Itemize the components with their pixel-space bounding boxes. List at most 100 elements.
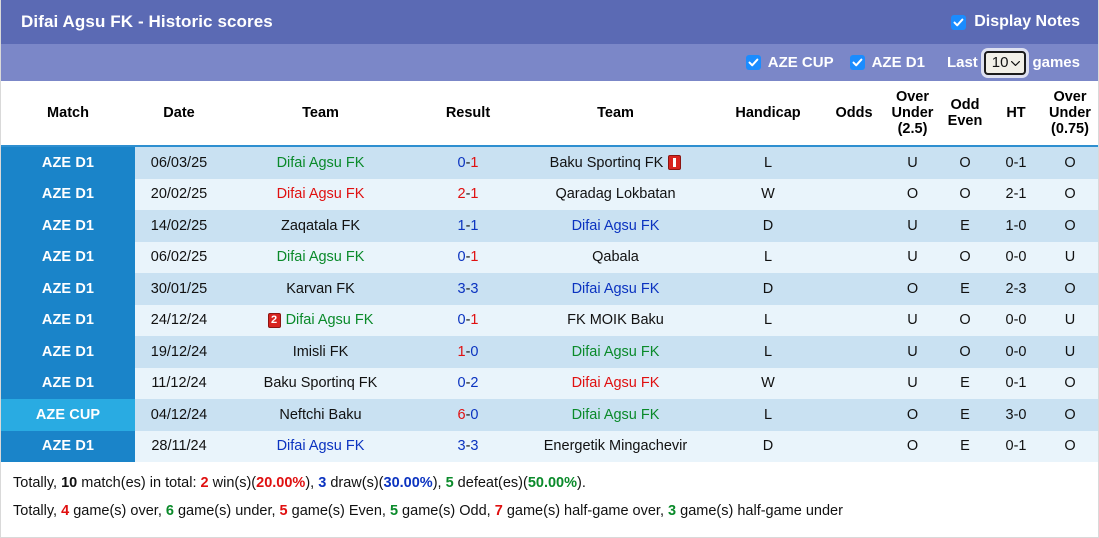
s2-t1: Totally, xyxy=(13,503,62,520)
cell-match[interactable]: AZE D1 xyxy=(1,241,135,273)
games-count-select[interactable]: 10 xyxy=(983,50,1027,75)
second-yellow-red-card-icon: 2 xyxy=(267,312,281,328)
cell-match[interactable]: AZE D1 xyxy=(1,304,135,336)
cell-team-home[interactable]: Difai Agsu FK xyxy=(223,241,418,273)
table-row[interactable]: AZE D1 20/02/25 Difai Agsu FK 2-1 Qaradag Lo… xyxy=(1,178,1098,210)
col-ht[interactable]: HT xyxy=(990,81,1042,147)
filter-aze-d1[interactable]: AZE D1 xyxy=(849,54,925,71)
aze-d1-checkbox[interactable] xyxy=(849,55,865,70)
cell-team-away[interactable]: Qabala xyxy=(518,241,713,273)
table-row[interactable]: AZE D1 06/03/25 Difai Agsu FK 0-1 Baku Sport… xyxy=(1,146,1098,179)
cell-date: 28/11/24 xyxy=(135,430,223,462)
last-games-control: Last 10 games xyxy=(946,50,1080,75)
cell-result[interactable]: 1-0 xyxy=(418,336,518,368)
cell-team-home[interactable]: Neftchi Baku xyxy=(223,399,418,431)
score-home: 0 xyxy=(457,312,466,329)
cell-date: 04/12/24 xyxy=(135,399,223,431)
panel-title-bar: Difai Agsu FK - Historic scores Display … xyxy=(1,0,1098,44)
s1-t2: match(es) in total: xyxy=(77,475,201,491)
cell-handicap: L xyxy=(713,304,823,336)
competition-badge: AZE D1 xyxy=(1,430,135,462)
cell-over-under-25: U xyxy=(885,146,940,179)
last-label: Last xyxy=(946,54,978,71)
table-row[interactable]: AZE D1 19/12/24 Imisli FK 1-0 Difai Agsu FK L… xyxy=(1,336,1098,368)
col-over-under-075[interactable]: Over Under (0.75) xyxy=(1042,81,1098,147)
cell-team-away[interactable]: Difai Agsu FK xyxy=(518,273,713,305)
home-team-name: Zaqatala FK xyxy=(281,217,360,234)
aze-cup-checkbox[interactable] xyxy=(745,55,761,70)
col-match[interactable]: Match xyxy=(1,81,135,147)
cell-team-away[interactable]: FK MOIK Baku xyxy=(518,304,713,336)
cell-result[interactable]: 0-1 xyxy=(418,146,518,179)
cell-result[interactable]: 3-3 xyxy=(418,430,518,462)
cell-team-home[interactable]: Difai Agsu FK xyxy=(223,146,418,179)
s1-t3: win(s)( xyxy=(208,475,257,491)
cell-match[interactable]: AZE CUP xyxy=(1,399,135,431)
col-over-under-25[interactable]: Over Under (2.5) xyxy=(885,81,940,147)
cell-team-home[interactable]: 2 Difai Agsu FK xyxy=(223,304,418,336)
cell-odd-even: E xyxy=(940,367,990,399)
score-away: 1 xyxy=(470,312,479,329)
cell-result[interactable]: 2-1 xyxy=(418,178,518,210)
col-team-away[interactable]: Team xyxy=(518,81,713,147)
filter-aze-cup[interactable]: AZE CUP xyxy=(745,54,834,71)
cell-match[interactable]: AZE D1 xyxy=(1,430,135,462)
cell-team-home[interactable]: Difai Agsu FK xyxy=(223,430,418,462)
col-odd-even[interactable]: Odd Even xyxy=(940,81,990,147)
cell-team-home[interactable]: Zaqatala FK xyxy=(223,210,418,242)
table-row[interactable]: AZE D1 28/11/24 Difai Agsu FK 3-3 Energetik … xyxy=(1,430,1098,462)
cell-over-under-25: U xyxy=(885,304,940,336)
cell-odds xyxy=(823,399,885,431)
cell-match[interactable]: AZE D1 xyxy=(1,178,135,210)
cell-match[interactable]: AZE D1 xyxy=(1,146,135,179)
cell-team-home[interactable]: Imisli FK xyxy=(223,336,418,368)
table-row[interactable]: AZE D1 30/01/25 Karvan FK 3-3 Difai Agsu FK D… xyxy=(1,273,1098,305)
cell-match[interactable]: AZE D1 xyxy=(1,336,135,368)
cell-team-home[interactable]: Baku Sportinq FK xyxy=(223,367,418,399)
cell-result[interactable]: 0-1 xyxy=(418,241,518,273)
cell-over-under-075: O xyxy=(1042,146,1098,179)
cell-team-away[interactable]: Difai Agsu FK xyxy=(518,399,713,431)
cell-team-home[interactable]: Difai Agsu FK xyxy=(223,178,418,210)
col-team-home[interactable]: Team xyxy=(223,81,418,147)
cell-team-away[interactable]: Baku Sportinq FK xyxy=(518,146,713,179)
display-notes-toggle[interactable]: Display Notes xyxy=(951,13,1080,31)
score-away: 3 xyxy=(470,280,479,297)
historic-scores-table: Match Date Team Result Team Handicap Odd… xyxy=(1,81,1098,462)
cell-match[interactable]: AZE D1 xyxy=(1,273,135,305)
cell-team-home[interactable]: Karvan FK xyxy=(223,273,418,305)
col-ou075-line3: (0.75) xyxy=(1051,121,1089,138)
cell-over-under-075: O xyxy=(1042,178,1098,210)
cell-result[interactable]: 6-0 xyxy=(418,399,518,431)
display-notes-checkbox[interactable] xyxy=(951,14,967,30)
cell-team-away[interactable]: Energetik Mingachevir xyxy=(518,430,713,462)
table-row[interactable]: AZE D1 06/02/25 Difai Agsu FK 0-1 Qabala L U O 0… xyxy=(1,241,1098,273)
cell-team-away[interactable]: Difai Agsu FK xyxy=(518,336,713,368)
competition-badge: AZE D1 xyxy=(1,367,135,399)
col-result[interactable]: Result xyxy=(418,81,518,147)
table-row[interactable]: AZE D1 24/12/24 2 Difai Agsu FK 0-1 FK MOIK B… xyxy=(1,304,1098,336)
table-row[interactable]: AZE CUP 04/12/24 Neftchi Baku 6-0 Difai Agsu… xyxy=(1,399,1098,431)
home-team-name: Difai Agsu FK xyxy=(276,186,365,203)
col-odds[interactable]: Odds xyxy=(823,81,885,147)
cell-result[interactable]: 0-1 xyxy=(418,304,518,336)
cell-result[interactable]: 3-3 xyxy=(418,273,518,305)
col-handicap[interactable]: Handicap xyxy=(713,81,823,147)
cell-match[interactable]: AZE D1 xyxy=(1,210,135,242)
col-date[interactable]: Date xyxy=(135,81,223,147)
cell-team-away[interactable]: Qaradag Lokbatan xyxy=(518,178,713,210)
cell-team-away[interactable]: Difai Agsu FK xyxy=(518,210,713,242)
cell-over-under-075: O xyxy=(1042,367,1098,399)
table-row[interactable]: AZE D1 14/02/25 Zaqatala FK 1-1 Difai Agsu F… xyxy=(1,210,1098,242)
table-row[interactable]: AZE D1 11/12/24 Baku Sportinq FK 0-2 Difai A… xyxy=(1,367,1098,399)
cell-date: 14/02/25 xyxy=(135,210,223,242)
score-home: 0 xyxy=(457,154,466,171)
away-team-name: Difai Agsu FK xyxy=(571,217,660,234)
cell-over-under-075: O xyxy=(1042,273,1098,305)
cell-match[interactable]: AZE D1 xyxy=(1,367,135,399)
cell-result[interactable]: 1-1 xyxy=(418,210,518,242)
s2-t3: game(s) under, xyxy=(173,503,280,520)
cell-ht: 3-0 xyxy=(990,399,1042,431)
cell-result[interactable]: 0-2 xyxy=(418,367,518,399)
cell-team-away[interactable]: Difai Agsu FK xyxy=(518,367,713,399)
